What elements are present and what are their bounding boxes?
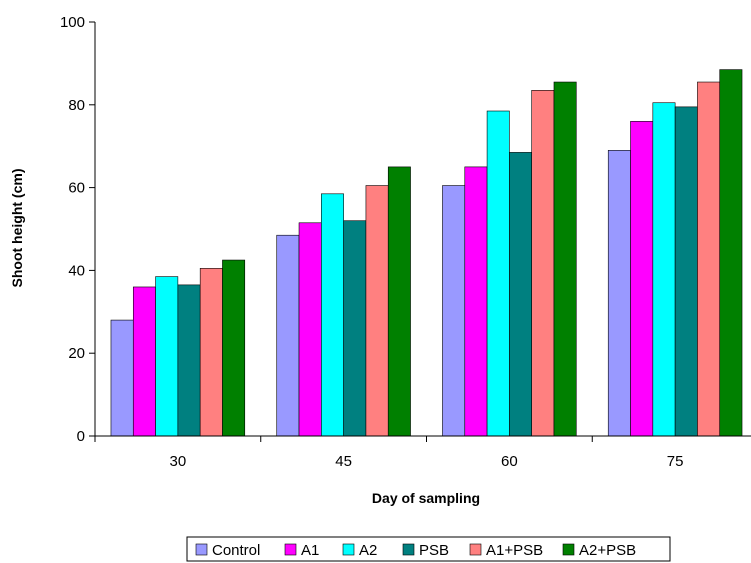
bar-control-30 [110, 319, 134, 437]
bar-a1-psb-75 [697, 81, 721, 437]
y-axis: 0 20 40 60 80 100 [60, 14, 96, 445]
x-tick-label: 30 [170, 453, 187, 470]
legend-label: Control [212, 542, 260, 559]
bar-a2-30 [155, 276, 179, 437]
legend-box [186, 536, 671, 562]
bar-a1-30 [132, 286, 156, 437]
y-tick-label: 60 [68, 180, 85, 197]
bar-a1-45 [298, 222, 322, 437]
legend-label: A1+PSB [486, 542, 543, 559]
bar-control-60 [442, 185, 466, 437]
y-tick-label: 40 [68, 262, 85, 279]
bar-a2-60 [486, 110, 510, 437]
bar-psb-75 [674, 106, 698, 437]
x-tick-label: 75 [667, 453, 684, 470]
y-axis-title: Shoot height (cm) [9, 169, 25, 288]
legend-label: A1 [301, 542, 319, 559]
plot-area [110, 69, 743, 437]
legend-swatch [562, 543, 575, 556]
bar-psb-30 [177, 284, 201, 437]
bar-psb-45 [343, 220, 367, 437]
bar-a2-45 [321, 193, 344, 437]
x-tick-label: 60 [501, 453, 518, 470]
legend-swatch [469, 543, 482, 556]
bar-psb-60 [509, 152, 532, 437]
bar-a2-psb-45 [387, 166, 411, 437]
legend-swatch [402, 543, 415, 556]
bar-a1-60 [464, 166, 488, 437]
y-tick-label: 0 [77, 428, 85, 445]
x-axis: 30 45 60 75 [94, 435, 751, 470]
x-axis-title: Day of sampling [372, 490, 480, 506]
legend-label: A2 [359, 542, 377, 559]
bar-a2-psb-75 [719, 69, 743, 437]
bar-control-75 [607, 150, 631, 437]
legend-swatch [284, 543, 297, 556]
bar-a2-psb-30 [222, 259, 246, 437]
legend: Control A1 A2 PSB A1+PSB A2+PSB [186, 536, 671, 562]
bar-a1-psb-30 [199, 268, 223, 437]
bar-a1-psb-60 [531, 90, 555, 437]
bar-a2-75 [652, 102, 676, 437]
bar-control-45 [276, 234, 300, 437]
legend-swatch [195, 543, 208, 556]
legend-label: PSB [419, 542, 449, 559]
y-tick-label: 100 [60, 14, 85, 31]
bar-a2-psb-60 [553, 81, 577, 437]
bar-a1-75 [630, 121, 654, 437]
y-tick-label: 20 [68, 345, 85, 362]
bar-a1-psb-45 [365, 185, 389, 437]
y-tick-label: 80 [68, 97, 85, 114]
legend-swatch [342, 543, 355, 556]
x-tick-label: 45 [335, 453, 352, 470]
legend-label: A2+PSB [579, 542, 636, 559]
